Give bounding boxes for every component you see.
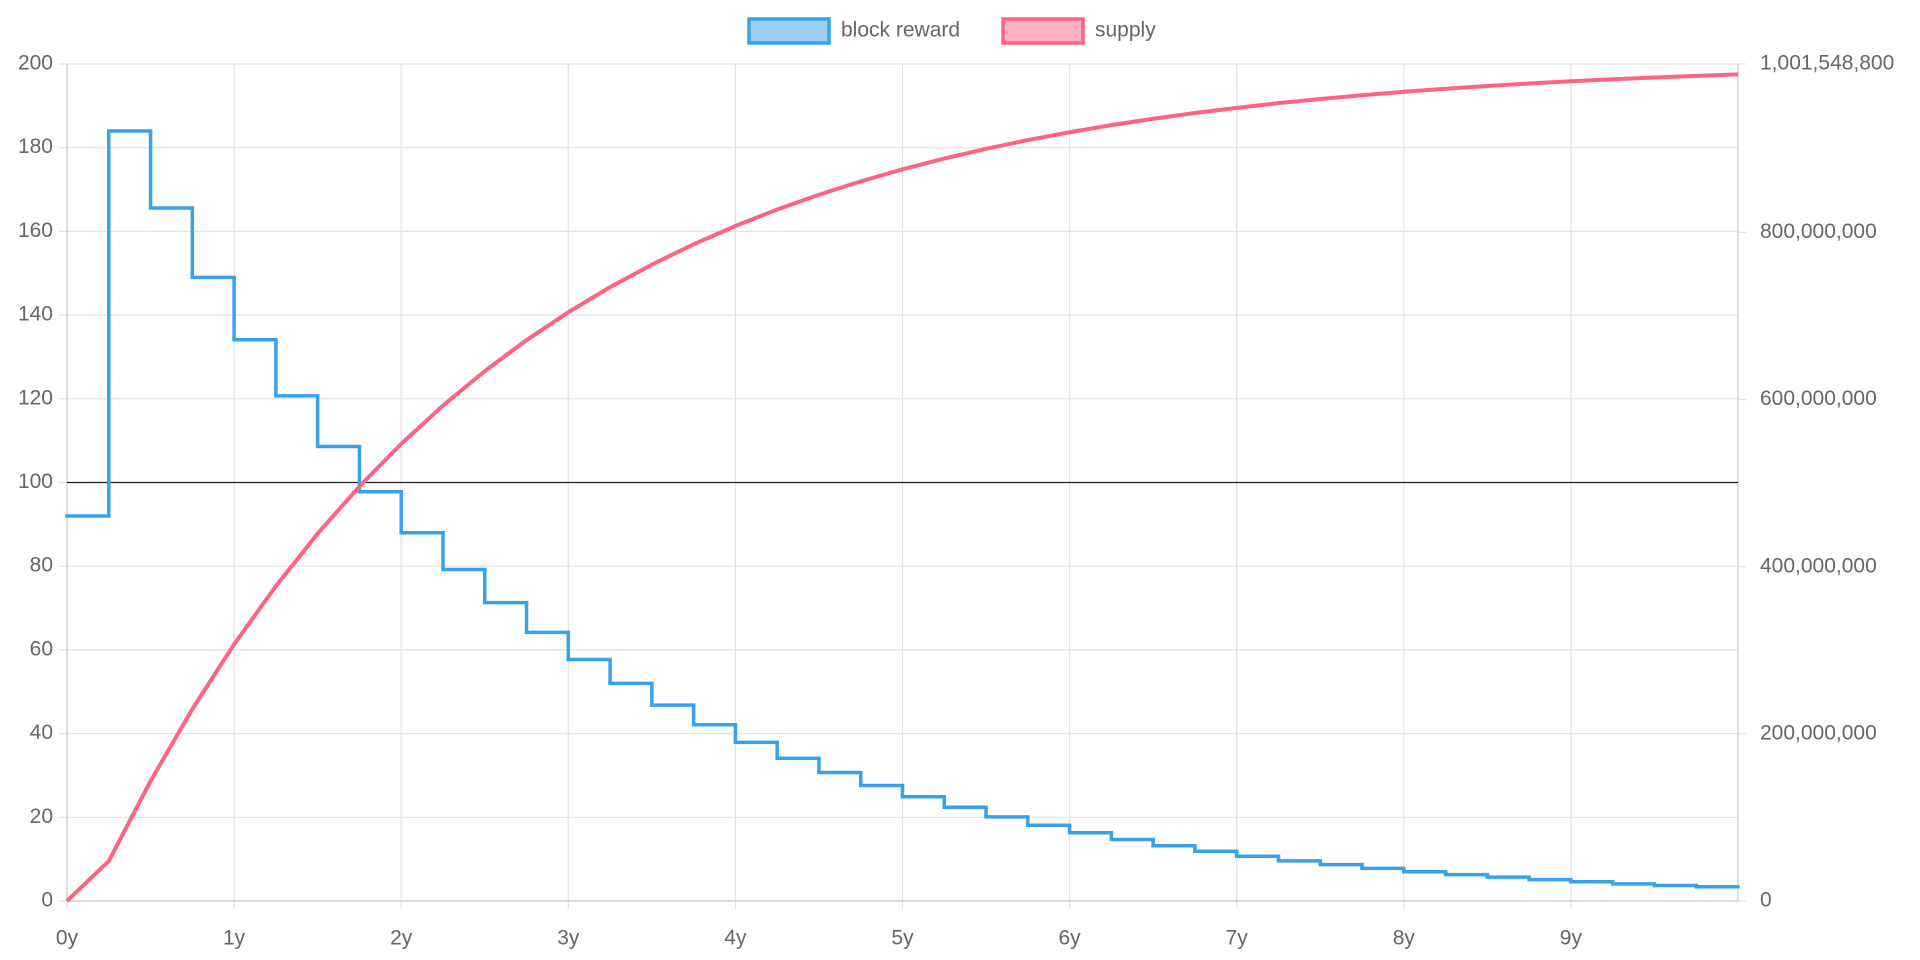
y-tick-label: 0 xyxy=(41,889,53,912)
legend-swatch xyxy=(1001,17,1085,45)
y-tick-label: 100 xyxy=(18,470,53,493)
x-tick-label: 4y xyxy=(724,927,747,950)
y2-tick-label: 0 xyxy=(1760,889,1772,912)
x-tick-label: 6y xyxy=(1059,927,1082,950)
legend-label: supply xyxy=(1095,19,1156,42)
y-tick-label: 120 xyxy=(18,386,53,409)
y-tick-label: 60 xyxy=(30,637,53,660)
y-tick-label: 160 xyxy=(18,219,53,242)
legend-swatch xyxy=(747,17,831,45)
x-tick-label: 7y xyxy=(1226,927,1249,950)
y-tick-label: 140 xyxy=(18,303,53,326)
legend-label: block reward xyxy=(841,19,960,42)
y-tick-label: 40 xyxy=(30,721,53,744)
y2-tick-label: 1,001,548,800 xyxy=(1760,52,1894,75)
y-tick-label: 180 xyxy=(18,135,53,158)
x-tick-label: 3y xyxy=(557,927,580,950)
x-tick-label: 0y xyxy=(56,927,79,950)
x-tick-label: 2y xyxy=(390,927,413,950)
x-tick-label: 9y xyxy=(1560,927,1583,950)
y2-tick-label: 200,000,000 xyxy=(1760,721,1877,744)
y-tick-label: 200 xyxy=(18,52,53,75)
x-tick-label: 5y xyxy=(891,927,914,950)
x-tick-label: 1y xyxy=(223,927,246,950)
y-tick-label: 80 xyxy=(30,554,53,577)
x-tick-label: 8y xyxy=(1393,927,1416,950)
y2-tick-label: 600,000,000 xyxy=(1760,387,1877,410)
y2-tick-label: 800,000,000 xyxy=(1760,220,1877,243)
y2-tick-label: 400,000,000 xyxy=(1760,554,1877,577)
y-tick-label: 20 xyxy=(30,805,53,828)
line-series xyxy=(65,72,1739,903)
